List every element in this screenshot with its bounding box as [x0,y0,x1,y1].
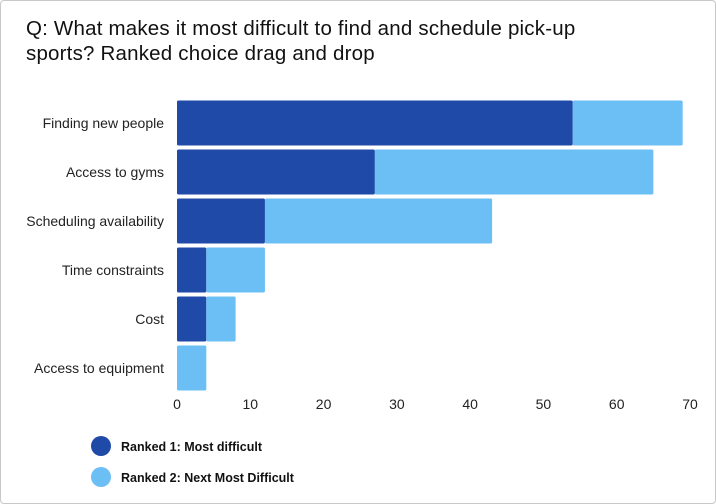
x-tick-labels: 0 10 20 30 40 50 60 70 [173,396,698,412]
category-label-time-constraints: Time constraints [62,262,164,278]
bar-access-to-gyms-ranked-2 [374,149,654,195]
chart-title: Q: What makes it most difficult to find … [26,17,576,65]
legend-label-ranked-1: Ranked 1: Most difficult [121,440,263,454]
bar-scheduling-availability-ranked-2 [264,198,493,244]
bar-finding-new-people-ranked-1 [177,100,573,146]
legend-label-ranked-2: Ranked 2: Next Most Difficult [121,471,295,485]
legend-swatch-ranked-2 [91,467,111,487]
bar-time-constraints-ranked-1 [177,247,207,293]
x-tick-label: 20 [316,396,332,412]
category-label-access-to-equipment: Access to equipment [34,360,164,376]
x-tick-label: 0 [173,396,181,412]
category-label-scheduling-availability: Scheduling availability [26,213,164,229]
bar-time-constraints-ranked-2 [206,247,265,293]
x-tick-label: 70 [682,396,698,412]
category-labels: Finding new people Access to gyms Scheduli… [26,115,164,376]
bar-scheduling-availability-ranked-1 [177,198,265,244]
bar-access-to-equipment-ranked-2 [177,345,207,391]
bar-finding-new-people-ranked-2 [572,100,683,146]
bar-cost-ranked-2 [206,296,236,342]
legend: Ranked 1: Most difficult Ranked 2: Next … [91,436,295,487]
x-tick-label: 60 [609,396,625,412]
legend-swatch-ranked-1 [91,436,111,456]
x-tick-label: 50 [536,396,552,412]
bars-group [177,100,683,391]
category-label-cost: Cost [135,311,164,327]
category-label-finding-new-people: Finding new people [43,115,165,131]
bar-cost-ranked-1 [177,296,207,342]
x-tick-label: 40 [462,396,478,412]
x-tick-label: 10 [242,396,258,412]
bar-access-to-gyms-ranked-1 [177,149,375,195]
x-tick-label: 30 [389,396,405,412]
category-label-access-to-gyms: Access to gyms [66,164,164,180]
